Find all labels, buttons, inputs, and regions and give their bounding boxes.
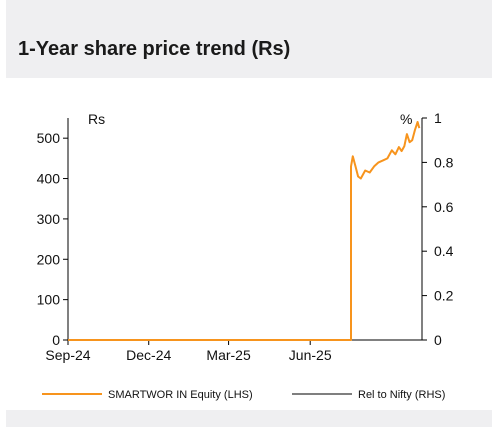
legend-label-0: SMARTWOR IN Equity (LHS): [108, 389, 253, 401]
x-tick-label: Mar-25: [206, 347, 251, 363]
left-tick-label: 300: [37, 211, 61, 227]
right-tick-label: 1: [434, 110, 442, 126]
x-tick-label: Jun-25: [289, 347, 332, 363]
chart-title: 1-Year share price trend (Rs): [18, 38, 291, 60]
x-tick-label: Sep-24: [45, 347, 90, 363]
series-line-0: [68, 121, 421, 341]
left-tick-label: 400: [37, 171, 61, 187]
chart-header: 1-Year share price trend (Rs): [6, 0, 492, 78]
left-tick-label: 0: [52, 332, 60, 348]
right-tick-label: 0.4: [434, 243, 454, 259]
right-tick-label: 0.6: [434, 199, 454, 215]
share-price-chart: 0 100 200 300 400 500 0 0.2 0.4 0.6 0.8 1 Sep-24 Dec-…: [37, 110, 454, 401]
x-tick-label: Dec-24: [126, 347, 171, 363]
footer-band: [6, 410, 492, 427]
left-tick-label: 200: [37, 251, 61, 267]
left-axis-unit: Rs: [88, 111, 105, 127]
right-tick-label: 0: [434, 332, 442, 348]
left-tick-label: 500: [37, 130, 61, 146]
right-tick-label: 0.2: [434, 288, 454, 304]
right-axis-unit: %: [400, 111, 412, 127]
left-tick-label: 100: [37, 292, 61, 308]
chart-panel: 1-Year share price trend (Rs) 0 100 200 300…: [6, 0, 492, 427]
legend-label-1: Rel to Nifty (RHS): [358, 389, 445, 401]
right-tick-label: 0.8: [434, 154, 454, 170]
